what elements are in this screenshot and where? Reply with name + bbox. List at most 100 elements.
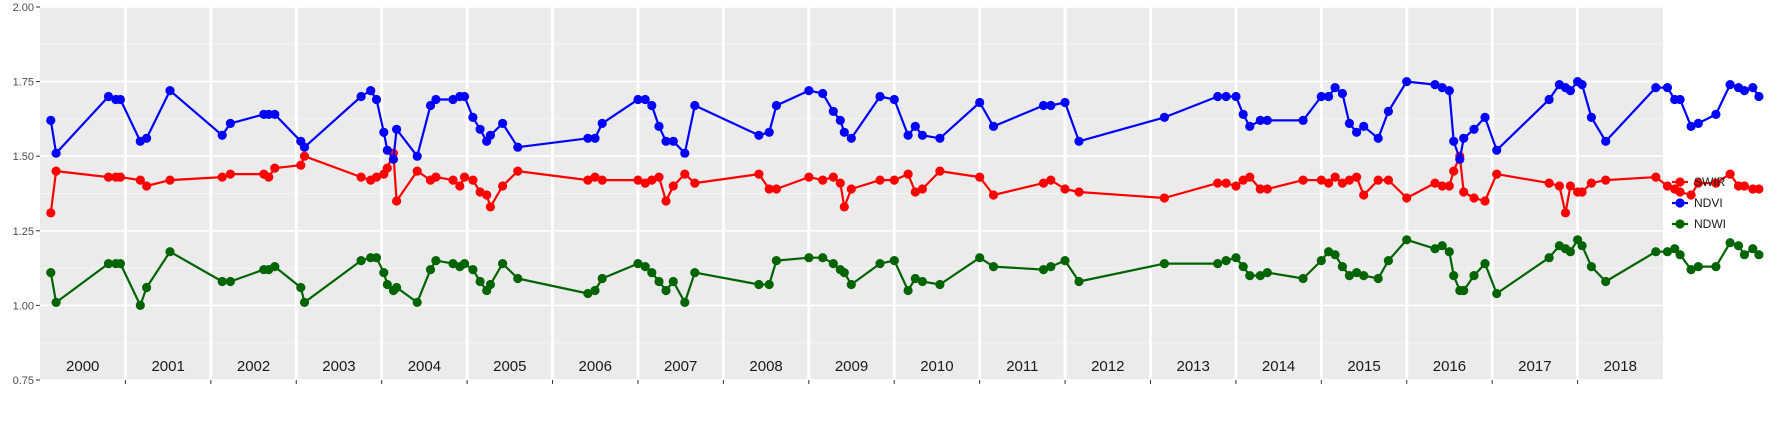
year-label-2000: 2000 <box>66 358 99 375</box>
swir-point <box>1469 193 1479 203</box>
ndwi-point <box>296 282 306 293</box>
ndvi-point <box>1455 154 1465 164</box>
ndvi-point <box>1352 127 1362 137</box>
ndvi-point <box>771 100 782 111</box>
ndvi-point <box>46 115 56 125</box>
ndvi-point <box>1693 118 1703 128</box>
ndwi-point <box>846 279 856 290</box>
ndvi-point <box>1686 121 1696 131</box>
ndwi-point <box>1038 265 1049 275</box>
swir-point <box>1725 169 1735 179</box>
ndwi-point <box>804 253 814 263</box>
y-tick-label: 1.50 <box>13 151 34 163</box>
ndvi-point <box>1444 86 1454 96</box>
swir-point <box>371 172 382 182</box>
ndvi-point <box>1725 80 1735 90</box>
ndwi-point <box>1565 247 1575 257</box>
ndvi-point <box>1430 80 1440 90</box>
ndvi-point <box>51 148 61 158</box>
ndvi-point <box>1324 91 1334 102</box>
ndvi-point <box>1601 136 1611 146</box>
series-ndwi <box>46 235 1764 310</box>
ndvi-point <box>988 121 999 131</box>
ndvi-point <box>839 127 849 137</box>
ndvi-point <box>764 127 774 137</box>
ndvi-point <box>485 130 495 140</box>
ndvi-point <box>1437 83 1447 93</box>
ndwi-point <box>1586 262 1596 272</box>
legend-item-swir: SWIR <box>1672 175 1726 189</box>
x-axis <box>124 380 1579 384</box>
swir-point <box>1221 178 1231 188</box>
ndvi-point <box>583 133 593 143</box>
swir-point <box>804 172 814 182</box>
swir-point <box>1373 175 1383 185</box>
swir-point <box>1437 181 1447 191</box>
ndwi-point <box>1337 262 1347 272</box>
year-label-2003: 2003 <box>322 358 355 375</box>
swir-point <box>1693 178 1703 188</box>
ndwi-point <box>1430 244 1440 254</box>
y-tick-label: 1.25 <box>13 226 34 238</box>
legend-item-ndvi: NDVI <box>1672 196 1723 210</box>
ndwi-point <box>51 297 61 307</box>
year-label-2005: 2005 <box>493 358 526 375</box>
legend-key-point <box>1675 177 1685 187</box>
ndwi-point <box>1298 273 1308 284</box>
swir-point <box>296 160 306 170</box>
year-label-2008: 2008 <box>749 358 782 375</box>
ndwi-point <box>459 259 470 269</box>
swir-point <box>46 208 56 218</box>
ndwi-point <box>875 259 885 269</box>
ndwi-point <box>1675 250 1685 260</box>
ndvi-point <box>690 100 700 111</box>
ndvi-point <box>1577 80 1587 90</box>
ndvi-point <box>270 109 280 119</box>
ndwi-point <box>115 259 125 269</box>
ndwi-point <box>668 276 678 287</box>
ndvi-point <box>1459 133 1469 143</box>
ndvi-point <box>1383 106 1393 116</box>
swir-point <box>935 166 945 176</box>
swir-point <box>1739 181 1749 191</box>
swir-point <box>590 172 600 182</box>
ndvi-point <box>379 127 389 137</box>
ndwi-point <box>1221 256 1231 266</box>
swir-point <box>115 172 125 182</box>
ndvi-point <box>1337 88 1347 99</box>
year-label-2013: 2013 <box>1176 358 1209 375</box>
swir-point <box>680 169 690 179</box>
year-label-2010: 2010 <box>920 358 953 375</box>
swir-point <box>455 181 465 191</box>
swir-point <box>225 169 235 179</box>
swir-point <box>264 172 274 182</box>
ndvi-point <box>1492 145 1502 155</box>
swir-point <box>889 175 899 185</box>
ndvi-point <box>165 86 175 96</box>
ndvi-point <box>382 145 392 155</box>
ndwi-point <box>771 256 782 266</box>
swir-point <box>1060 184 1070 194</box>
swir-point <box>448 175 458 185</box>
swir-point <box>1686 190 1696 200</box>
ndwi-point <box>425 265 436 275</box>
swir-point <box>1449 166 1459 176</box>
ndvi-point <box>1480 112 1490 122</box>
year-label-2001: 2001 <box>151 358 184 375</box>
y-tick-label: 1.00 <box>13 300 34 312</box>
ndwi-point <box>1748 244 1758 254</box>
ndvi-point <box>633 94 643 105</box>
ndvi-point <box>1675 94 1685 105</box>
swir-point <box>1492 169 1502 179</box>
ndwi-point <box>654 276 664 287</box>
swir-point <box>1577 187 1587 197</box>
swir-point <box>382 163 392 173</box>
ndvi-point <box>1359 121 1369 131</box>
swir-point <box>1430 178 1440 188</box>
series-swir <box>46 148 1764 218</box>
ndvi-point <box>1586 112 1596 122</box>
y-tick-label: 0.75 <box>13 375 34 387</box>
y-gridlines <box>40 6 1663 381</box>
swir-point <box>1352 172 1362 182</box>
